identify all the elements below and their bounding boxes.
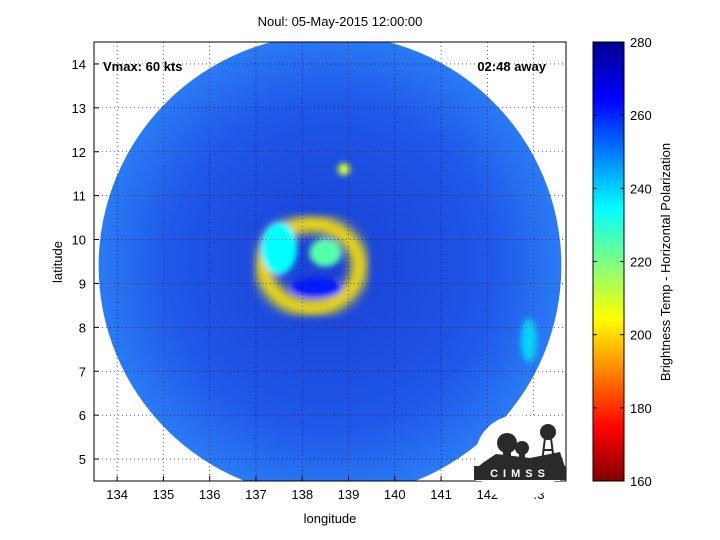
- y-tick-label: 7: [79, 364, 86, 379]
- eyewall-ring: [255, 215, 368, 316]
- y-tick-label: 6: [79, 408, 86, 423]
- colorbar-tick-label: 200: [630, 328, 652, 343]
- y-tick-label: 14: [72, 57, 86, 72]
- cold-feature: [261, 222, 298, 275]
- x-tick-label: 136: [199, 487, 221, 502]
- logo-text: CIMSS: [490, 468, 550, 480]
- y-tick-label: 5: [79, 452, 86, 467]
- colorbar-tick-label: 180: [630, 401, 652, 416]
- colorbar-tick-label: 220: [630, 255, 652, 270]
- y-tick-label: 10: [72, 233, 86, 248]
- y-tick-label: 12: [72, 145, 86, 160]
- time-away-annotation: 02:48 away: [477, 59, 546, 74]
- x-tick-label: 139: [338, 487, 360, 502]
- cold-feature: [337, 163, 350, 176]
- colorbar-tick-label: 240: [630, 181, 652, 196]
- cold-feature: [520, 318, 537, 363]
- colorbar-label: Brightness Temp - Horizontal Polarizatio…: [658, 143, 673, 381]
- cold-feature: [309, 238, 342, 267]
- x-tick-label: 134: [106, 487, 128, 502]
- colorbar-tick-label: 160: [630, 474, 652, 489]
- x-axis-label: longitude: [304, 511, 357, 526]
- x-tick-label: 141: [430, 487, 452, 502]
- colorbar: [592, 41, 625, 482]
- y-tick-label: 11: [73, 189, 87, 204]
- x-tick-label: 138: [291, 487, 313, 502]
- x-tick-label: 135: [153, 487, 175, 502]
- y-axis-label: latitude: [50, 241, 65, 283]
- x-tick-label: 140: [384, 487, 406, 502]
- y-tick-label: 8: [79, 320, 86, 335]
- cold-feature: [290, 277, 343, 298]
- colorbar-tick-label: 260: [630, 108, 652, 123]
- x-tick-label: 137: [245, 487, 267, 502]
- y-tick-label: 9: [79, 276, 86, 291]
- plot-frame: [93, 41, 567, 482]
- cimss-logo: CIMSS: [474, 415, 566, 501]
- vmax-annotation: Vmax: 60 kts: [103, 59, 183, 74]
- chart-title: Noul: 05-May-2015 12:00:00: [258, 14, 423, 29]
- y-tick-label: 13: [72, 101, 86, 116]
- colorbar-tick-label: 280: [630, 35, 652, 50]
